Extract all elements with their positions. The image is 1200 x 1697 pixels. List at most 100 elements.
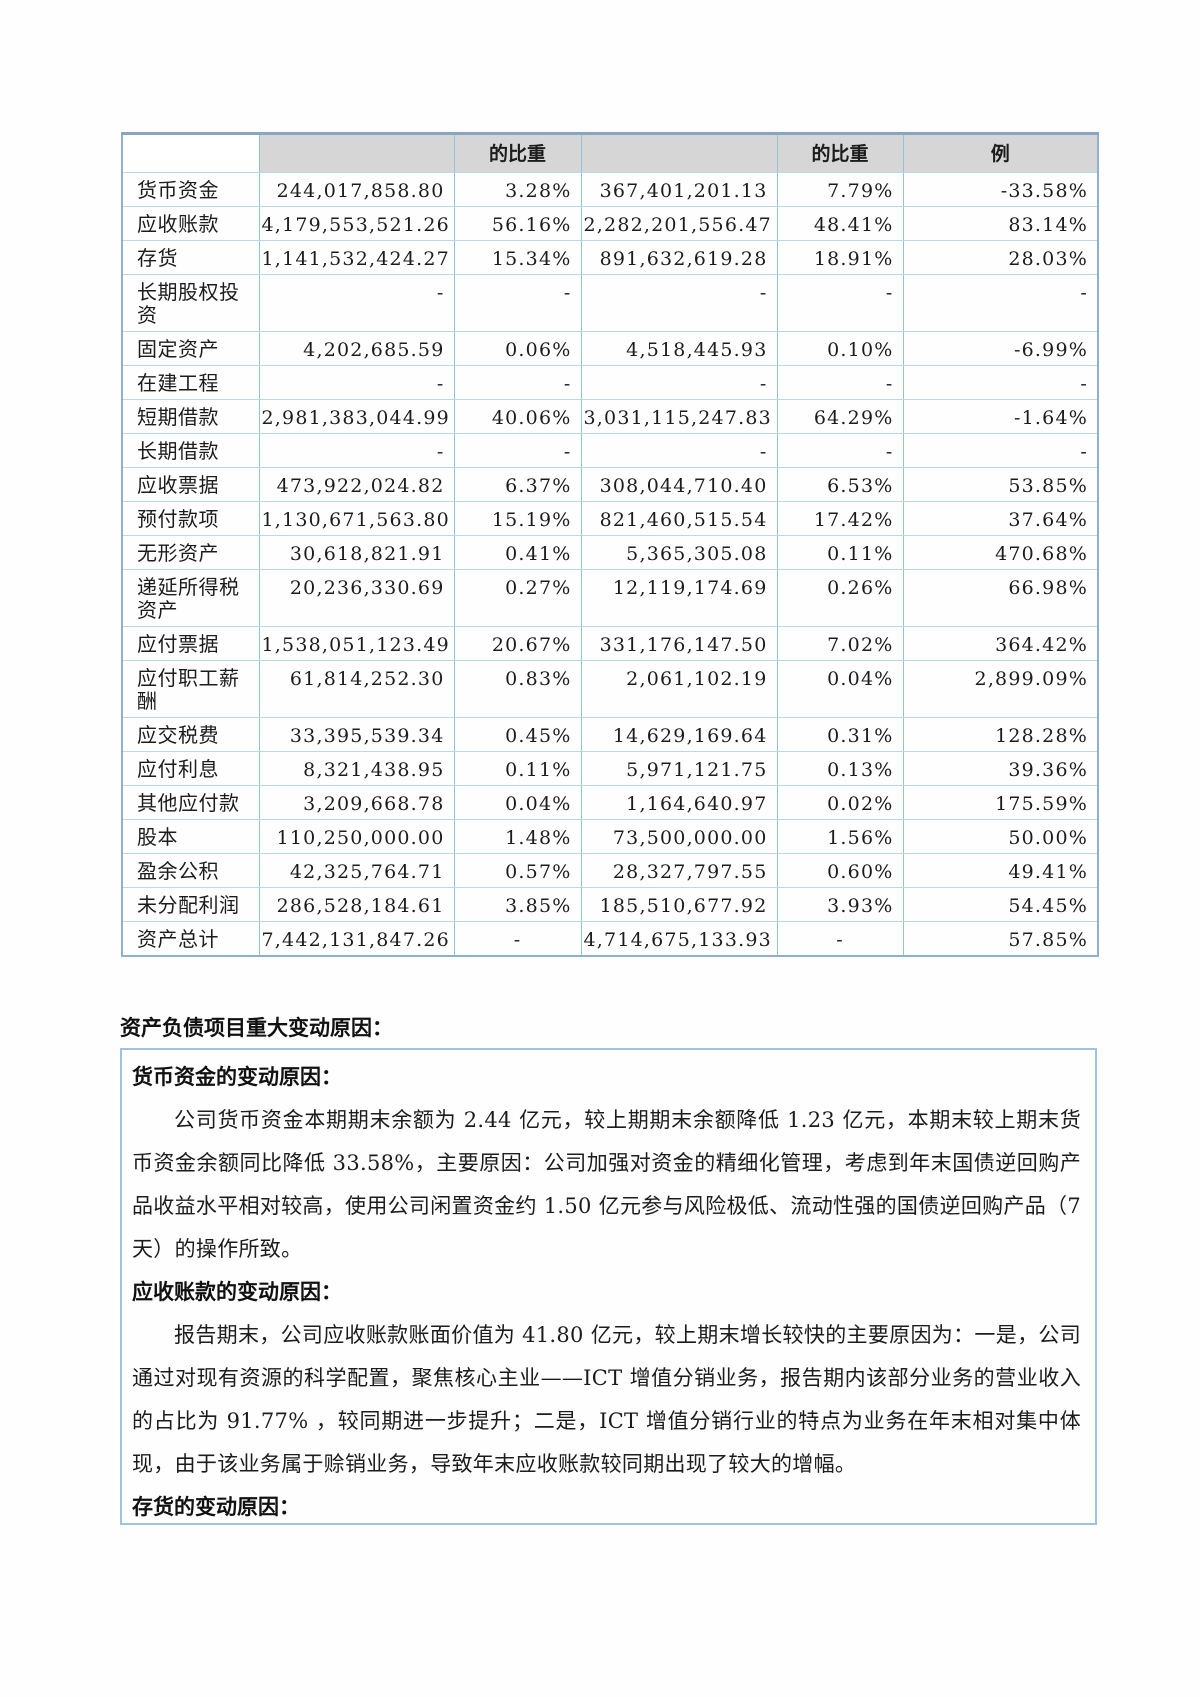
table-row: 应交税费 33,395,539.34 0.45% 14,629,169.64 0.31%… <box>121 717 1099 752</box>
cell-item-label: 应付利息 <box>121 751 260 786</box>
cell-change-ratio: 49.41% <box>902 853 1099 888</box>
table-row: 应付职工薪酬 61,814,252.30 0.83% 2,061,102.19 0.04… <box>121 660 1099 718</box>
cell-amount-now: - <box>258 365 455 400</box>
cell-amount-prev: 1,164,640.97 <box>580 785 778 820</box>
cell-ratio-now: 0.06% <box>453 331 582 366</box>
cell-item-label: 其他应付款 <box>121 785 260 820</box>
table-row: 应付利息 8,321,438.95 0.11% 5,971,121.75 0.13% 39… <box>121 751 1099 786</box>
note-heading: 应收账款的变动原因： <box>132 1280 342 1304</box>
cell-ratio-now: - <box>453 433 582 468</box>
cell-ratio-prev: 6.53% <box>776 467 904 502</box>
cell-amount-now: 42,325,764.71 <box>258 853 455 888</box>
cell-item-label: 长期借款 <box>121 433 260 468</box>
cell-amount-now: 8,321,438.95 <box>258 751 455 786</box>
cell-ratio-now: 0.57% <box>453 853 582 888</box>
cell-change-ratio: 128.28% <box>902 717 1099 752</box>
cell-change-ratio: 470.68% <box>902 535 1099 570</box>
cell-ratio-prev: 0.02% <box>776 785 904 820</box>
cell-ratio-prev: 48.41% <box>776 206 904 241</box>
cell-ratio-now: 0.83% <box>453 660 582 718</box>
cell-ratio-now: 6.37% <box>453 467 582 502</box>
cell-ratio-now: 3.28% <box>453 172 582 207</box>
cell-ratio-prev: 3.93% <box>776 887 904 922</box>
cell-ratio-now: 15.19% <box>453 501 582 536</box>
cell-change-ratio: 83.14% <box>902 206 1099 241</box>
cell-item-label: 资产总计 <box>121 921 260 956</box>
cell-amount-prev: - <box>580 274 778 332</box>
cell-ratio-now: - <box>453 921 582 956</box>
cell-amount-now: - <box>258 274 455 332</box>
cell-change-ratio: 39.36% <box>902 751 1099 786</box>
cell-change-ratio: 54.45% <box>902 887 1099 922</box>
cell-item-label: 递延所得税资产 <box>121 569 260 627</box>
cell-ratio-now: 1.48% <box>453 819 582 854</box>
table-row: 预付款项 1,130,671,563.80 15.19% 821,460,515.54… <box>121 501 1099 536</box>
table-row: 递延所得税资产 20,236,330.69 0.27% 12,119,174.69 0.… <box>121 569 1099 627</box>
note-heading: 存货的变动原因： <box>132 1495 300 1519</box>
notes-box: 货币资金的变动原因： 公司货币资金本期期末余额为 2.44 亿元，较上期期末余额降… <box>120 1048 1097 1525</box>
table-row: 短期借款 2,981,383,044.99 40.06% 3,031,115,247.… <box>121 399 1099 434</box>
cell-item-label: 货币资金 <box>121 172 260 207</box>
cell-amount-prev: 367,401,201.13 <box>580 172 778 207</box>
header-ratio-prev: 的比重 <box>776 133 904 173</box>
cell-amount-now: 2,981,383,044.99 <box>258 399 455 434</box>
cell-ratio-prev: 17.42% <box>776 501 904 536</box>
cell-item-label: 长期股权投资 <box>121 274 260 332</box>
table-row: 货币资金 244,017,858.80 3.28% 367,401,201.13 7.7… <box>121 172 1099 207</box>
cell-change-ratio: 66.98% <box>902 569 1099 627</box>
cell-amount-now: 20,236,330.69 <box>258 569 455 627</box>
cell-amount-prev: 891,632,619.28 <box>580 240 778 275</box>
cell-amount-prev: 821,460,515.54 <box>580 501 778 536</box>
cell-change-ratio: 53.85% <box>902 467 1099 502</box>
cell-amount-now: 286,528,184.61 <box>258 887 455 922</box>
cell-item-label: 在建工程 <box>121 365 260 400</box>
cell-ratio-prev: - <box>776 921 904 956</box>
cell-item-label: 短期借款 <box>121 399 260 434</box>
cell-amount-prev: - <box>580 433 778 468</box>
cell-amount-prev: 331,176,147.50 <box>580 626 778 661</box>
cell-amount-now: 4,202,685.59 <box>258 331 455 366</box>
cell-change-ratio: 175.59% <box>902 785 1099 820</box>
header-item-column <box>121 133 260 173</box>
cell-ratio-now: - <box>453 365 582 400</box>
cell-ratio-prev: 0.10% <box>776 331 904 366</box>
table-row: 其他应付款 3,209,668.78 0.04% 1,164,640.97 0.02% 1… <box>121 785 1099 820</box>
cell-amount-now: 244,017,858.80 <box>258 172 455 207</box>
header-change-ratio: 例 <box>902 133 1099 173</box>
cell-amount-prev: 12,119,174.69 <box>580 569 778 627</box>
cell-amount-prev: 2,061,102.19 <box>580 660 778 718</box>
cell-item-label: 应收票据 <box>121 467 260 502</box>
header-amount-prev <box>580 133 778 173</box>
cell-item-label: 预付款项 <box>121 501 260 536</box>
cell-ratio-now: 0.27% <box>453 569 582 627</box>
table-row: 资产总计 7,442,131,847.26-4,714,675,133.93-57… <box>121 921 1099 956</box>
cell-amount-prev: 4,518,445.93 <box>580 331 778 366</box>
cell-ratio-now: 0.45% <box>453 717 582 752</box>
table-row: 长期借款 - - - - - <box>121 433 1099 468</box>
cell-change-ratio: -6.99% <box>902 331 1099 366</box>
cell-item-label: 存货 <box>121 240 260 275</box>
cell-amount-now: 1,141,532,424.27 <box>258 240 455 275</box>
cell-item-label: 盈余公积 <box>121 853 260 888</box>
cell-amount-now: 1,538,051,123.49 <box>258 626 455 661</box>
cell-item-label: 应交税费 <box>121 717 260 752</box>
note-paragraph: 公司货币资金本期期末余额为 2.44 亿元，较上期期末余额降低 1.23 亿元，… <box>132 1108 1082 1261</box>
cell-ratio-prev: 0.31% <box>776 717 904 752</box>
note-heading: 货币资金的变动原因： <box>132 1065 342 1089</box>
cell-ratio-now: 0.04% <box>453 785 582 820</box>
cell-change-ratio: 50.00% <box>902 819 1099 854</box>
cell-amount-prev: 3,031,115,247.83 <box>580 399 778 434</box>
cell-amount-now: 61,814,252.30 <box>258 660 455 718</box>
cell-item-label: 未分配利润 <box>121 887 260 922</box>
balance-sheet-table: 的比重 的比重 例 货币资金 244,017,858.80 3.28% 367,401… <box>121 132 1099 957</box>
cell-ratio-prev: 0.26% <box>776 569 904 627</box>
section-heading: 资产负债项目重大变动原因： <box>120 1016 393 1040</box>
cell-ratio-prev: - <box>776 365 904 400</box>
cell-ratio-now: 20.67% <box>453 626 582 661</box>
cell-amount-now: 7,442,131,847.26 <box>258 921 455 956</box>
cell-amount-now: 473,922,024.82 <box>258 467 455 502</box>
cell-amount-now: 1,130,671,563.80 <box>258 501 455 536</box>
cell-amount-prev: 185,510,677.92 <box>580 887 778 922</box>
cell-ratio-prev: 7.02% <box>776 626 904 661</box>
cell-amount-now: 30,618,821.91 <box>258 535 455 570</box>
